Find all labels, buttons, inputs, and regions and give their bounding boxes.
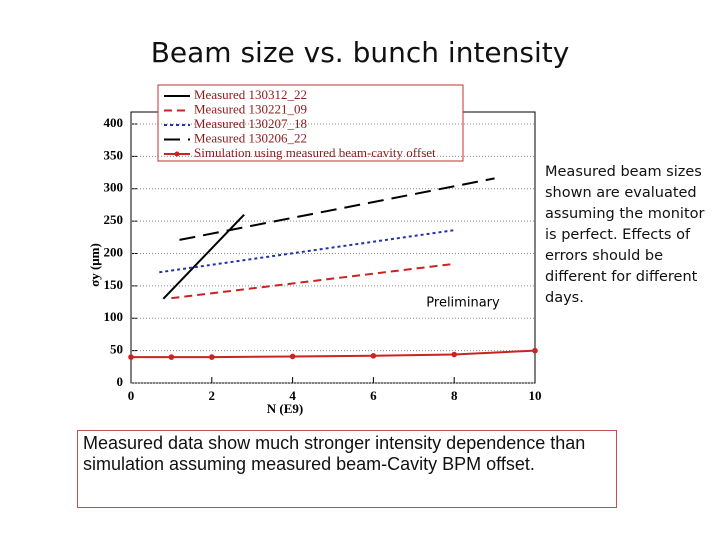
y-tick-label: 100 bbox=[104, 309, 124, 324]
y-tick-label: 0 bbox=[117, 374, 124, 389]
data-point bbox=[451, 351, 458, 358]
y-tick-label: 250 bbox=[104, 212, 124, 227]
legend-label: Simulation using measured beam-cavity of… bbox=[194, 145, 436, 160]
legend-label: Measured 130206_22 bbox=[194, 130, 307, 145]
legend-marker bbox=[174, 151, 180, 157]
data-point bbox=[209, 354, 215, 360]
legend-label: Measured 130312_22 bbox=[194, 87, 307, 102]
x-tick-label: 2 bbox=[209, 388, 216, 403]
data-point bbox=[168, 354, 175, 360]
y-tick-label: 50 bbox=[110, 342, 123, 357]
x-tick-label: 6 bbox=[370, 388, 377, 403]
x-tick-label: 4 bbox=[289, 388, 296, 403]
annotation: Preliminary bbox=[426, 296, 500, 311]
x-axis-label: N (E9) bbox=[267, 401, 303, 416]
x-tick-label: 10 bbox=[529, 388, 542, 403]
side-note: Measured beam sizes shown are evaluated … bbox=[545, 164, 705, 306]
legend-box bbox=[157, 84, 464, 162]
y-axis-label: σy (μm) bbox=[87, 243, 102, 287]
y-tick-label: 400 bbox=[104, 115, 124, 130]
series-line bbox=[179, 177, 495, 241]
y-tick-label: 200 bbox=[104, 244, 124, 259]
x-tick-label: 0 bbox=[128, 388, 135, 403]
legend-label: Measured 130221_09 bbox=[194, 101, 307, 116]
series-line bbox=[131, 349, 536, 359]
data-point bbox=[289, 353, 296, 360]
y-tick-label: 300 bbox=[104, 180, 124, 195]
series-line bbox=[171, 262, 455, 300]
y-tick-label: 150 bbox=[104, 277, 124, 292]
series-line bbox=[162, 213, 245, 300]
y-tick-label: 350 bbox=[104, 147, 124, 162]
series-line bbox=[159, 229, 455, 274]
conclusion-box: Measured data show much stronger intensi… bbox=[77, 430, 617, 508]
data-point bbox=[370, 353, 377, 359]
legend-label: Measured 130207_18 bbox=[194, 116, 307, 131]
slide-title: Beam size vs. bunch intensity bbox=[150, 36, 570, 69]
data-point bbox=[532, 347, 538, 354]
x-tick-label: 8 bbox=[451, 388, 458, 403]
data-point bbox=[128, 354, 134, 360]
chart: N (E9) σy (μm) Preliminary 0501001502002… bbox=[87, 84, 542, 416]
